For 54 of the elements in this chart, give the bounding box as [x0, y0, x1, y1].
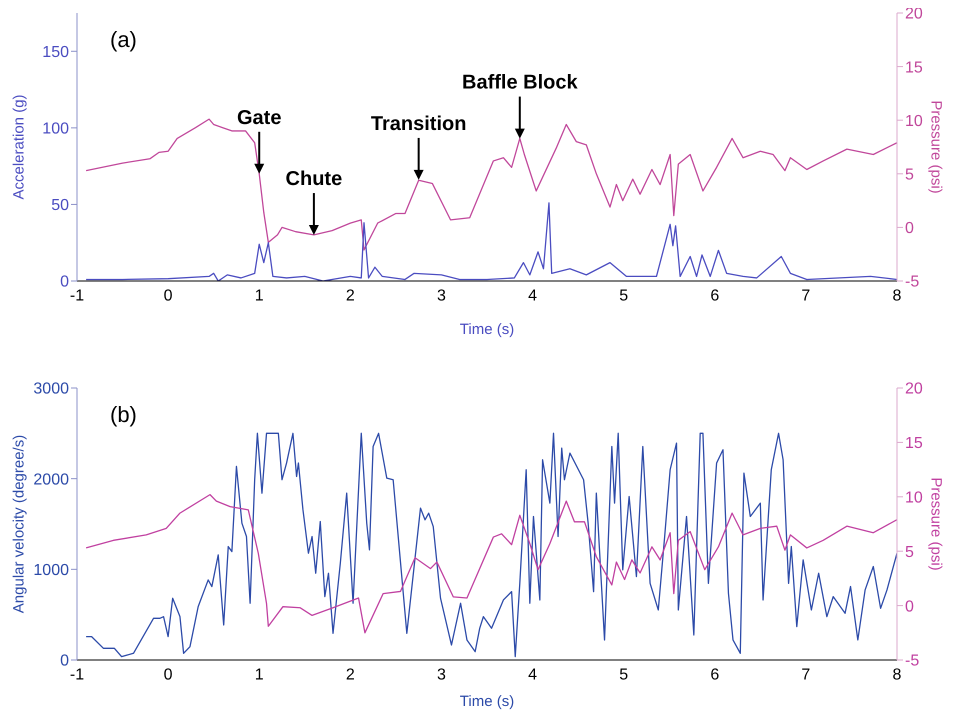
y-axis-title: Angular velocity (degree/s): [10, 434, 28, 614]
annotation: Chute: [286, 168, 342, 190]
x-tick-label: 6: [710, 287, 720, 304]
y2-tick-label: 10: [905, 489, 923, 506]
y2-tick-label: 0: [905, 220, 914, 238]
x-tick-label: -1: [70, 287, 84, 304]
x-tick-label: 8: [892, 287, 902, 304]
y-tick-label: 3000: [33, 380, 70, 398]
y2-axis-title: Pressure (psi): [928, 477, 945, 571]
annotation: (a): [110, 27, 137, 53]
x-tick-label: 5: [619, 287, 628, 304]
x-axis-title: Time (s): [460, 693, 514, 710]
annotation: Baffle Block: [462, 72, 578, 94]
y-tick-label: 0: [60, 274, 70, 291]
x-tick-label: 2: [346, 666, 355, 684]
y2-tick-label: -5: [905, 652, 920, 670]
y2-tick-label: -5: [905, 274, 920, 291]
y2-tick-label: 5: [905, 166, 914, 184]
y-tick-label: 150: [42, 44, 70, 61]
x-tick-label: 6: [710, 666, 720, 684]
x-tick-label: 0: [164, 287, 173, 304]
x-tick-label: 5: [619, 666, 628, 684]
y-tick-label: 2000: [33, 471, 70, 488]
x-tick-label: 1: [254, 287, 264, 304]
x-tick-label: 1: [254, 666, 264, 684]
x-tick-label: 2: [346, 287, 355, 304]
y-tick-label: 0: [60, 652, 70, 670]
x-tick-label: 3: [436, 287, 446, 304]
annotation: Transition: [370, 112, 466, 135]
y-axis-title: Acceleration (g): [10, 94, 28, 200]
x-tick-label: 4: [528, 287, 538, 304]
line-series: [85, 494, 897, 634]
line-series: [85, 202, 897, 281]
x-tick-label: 0: [164, 666, 173, 684]
x-tick-label: 3: [436, 666, 446, 684]
y2-tick-label: 15: [905, 435, 923, 452]
line-series: [85, 432, 897, 658]
y2-axis-title: Pressure (psi): [928, 100, 945, 194]
y-tick-label: 100: [42, 120, 70, 138]
y2-tick-label: 0: [905, 598, 914, 616]
y2-tick-label: 15: [905, 59, 923, 76]
y-tick-label: 1000: [33, 562, 70, 580]
y-tick-label: 50: [51, 197, 70, 214]
y2-tick-label: 5: [905, 544, 914, 561]
y2-tick-label: 20: [905, 380, 923, 398]
x-tick-label: -1: [70, 666, 84, 684]
x-tick-label: 7: [801, 666, 810, 684]
y2-tick-label: 10: [905, 112, 923, 130]
x-tick-label: 4: [528, 666, 538, 684]
annotation: Gate: [236, 106, 282, 129]
x-axis-title: Time (s): [460, 321, 514, 338]
x-tick-label: 7: [801, 287, 810, 304]
x-tick-label: 8: [892, 666, 902, 684]
annotation: (b): [110, 402, 137, 428]
